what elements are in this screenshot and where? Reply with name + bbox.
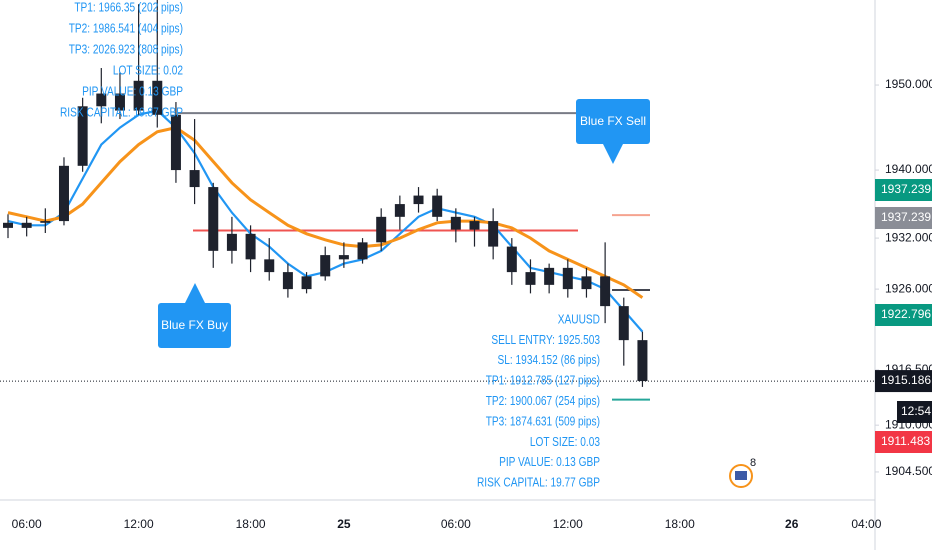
plot-area [3,0,650,401]
candle-body [357,242,368,260]
trade-note: TP2: 1900.067 (254 pips) [486,394,600,408]
sell-label-box [576,99,650,144]
candle-body [96,93,107,107]
price-tag: 1911.483 [881,434,930,448]
x-tick-label: 06:00 [12,517,42,531]
candle-body [208,187,219,251]
candle-body [637,340,648,382]
trade-note: LOT SIZE: 0.03 [530,435,600,449]
trade-note: RISK CAPITAL: 19.77 GBP [477,475,600,489]
sell-arrow [603,144,623,164]
trade-note: RISK CAPITAL: 19.87 GBP [60,105,183,119]
price-tag: 1937.239 [881,210,931,224]
candle-body [338,255,349,260]
y-tick-label: 1940.000 [885,162,932,176]
x-tick-label: 18:00 [665,517,695,531]
price-tag: 1922.796 [881,307,931,321]
candle-body [189,170,200,188]
countdown: 12:54 [901,404,931,418]
candle-body [245,233,256,260]
buy-label-box [158,303,231,348]
y-tick-label: 1932.000 [885,230,932,244]
sell-label: Blue FX Sell [580,114,646,128]
trade-note: TP1: 1912.785 (127 pips) [486,373,600,387]
trade-note: XAUUSD [558,312,600,326]
trade-note: LOT SIZE: 0.02 [113,63,183,77]
x-tick-label: 04:00 [851,517,881,531]
candle-body [618,306,629,341]
candle-body [226,233,237,251]
candle-body [581,276,592,290]
moving-average [7,125,644,299]
x-tick-label: 25 [337,517,351,531]
trade-note: TP3: 2026.923 (808 pips) [69,42,183,56]
candle-body [320,255,331,277]
candle-body [21,222,32,228]
y-tick-label: 1904.500 [885,464,932,478]
candle-body [562,267,573,290]
last-price-tag: 1915.186 [881,373,931,387]
price-tag-box [875,304,932,326]
trade-note: TP1: 1966.35 (202 pips) [74,0,183,14]
candle-body [133,80,144,111]
buy-arrow [185,283,205,303]
trade-note: TP2: 1986.541 (404 pips) [69,21,183,35]
x-tick-label: 26 [785,517,799,531]
price-tag-box [875,179,932,201]
trade-note: PIP VALUE: 0.13 GBP [499,455,600,469]
candle-body [432,195,443,217]
flag-icon [735,471,747,480]
trade-note: PIP VALUE: 0.13 GBP [82,84,183,98]
y-tick-label: 1950.000 [885,77,932,91]
price-tag-box [875,431,932,453]
candle-body [506,246,517,273]
y-tick-label: 1926.000 [885,281,932,295]
candle-body [152,80,163,115]
candle-body [301,276,312,290]
candle-body [282,272,293,290]
candle-body [469,221,480,230]
candle-body [376,216,387,243]
candle-body [600,276,611,307]
candle-body [544,267,555,285]
trade-note: TP3: 1874.631 (509 pips) [486,414,600,428]
trade-note: SL: 1934.152 (86 pips) [498,353,601,367]
candle-body [525,272,536,285]
badge-count: 8 [750,457,756,469]
candle-body [264,259,275,273]
candle-body [450,216,461,230]
buy-label: Blue FX Buy [161,318,228,332]
price-tag-box [875,207,932,229]
candle-body [170,114,181,171]
candle-body [394,204,405,217]
trade-note: SELL ENTRY: 1925.503 [491,333,600,347]
candle-body [40,221,51,223]
last-price-tag-box [875,370,932,393]
x-tick-label: 18:00 [236,517,266,531]
x-tick-label: 06:00 [441,517,471,531]
candle-body [488,221,499,247]
candle-body [3,222,13,228]
candle-body [413,195,424,205]
candle-body [114,93,125,111]
candle-body [77,106,88,166]
countdown-box [897,401,932,423]
x-tick-label: 12:00 [553,517,583,531]
price-tag: 1937.239 [881,182,931,196]
candle-body [58,165,69,222]
x-tick-label: 12:00 [124,517,154,531]
